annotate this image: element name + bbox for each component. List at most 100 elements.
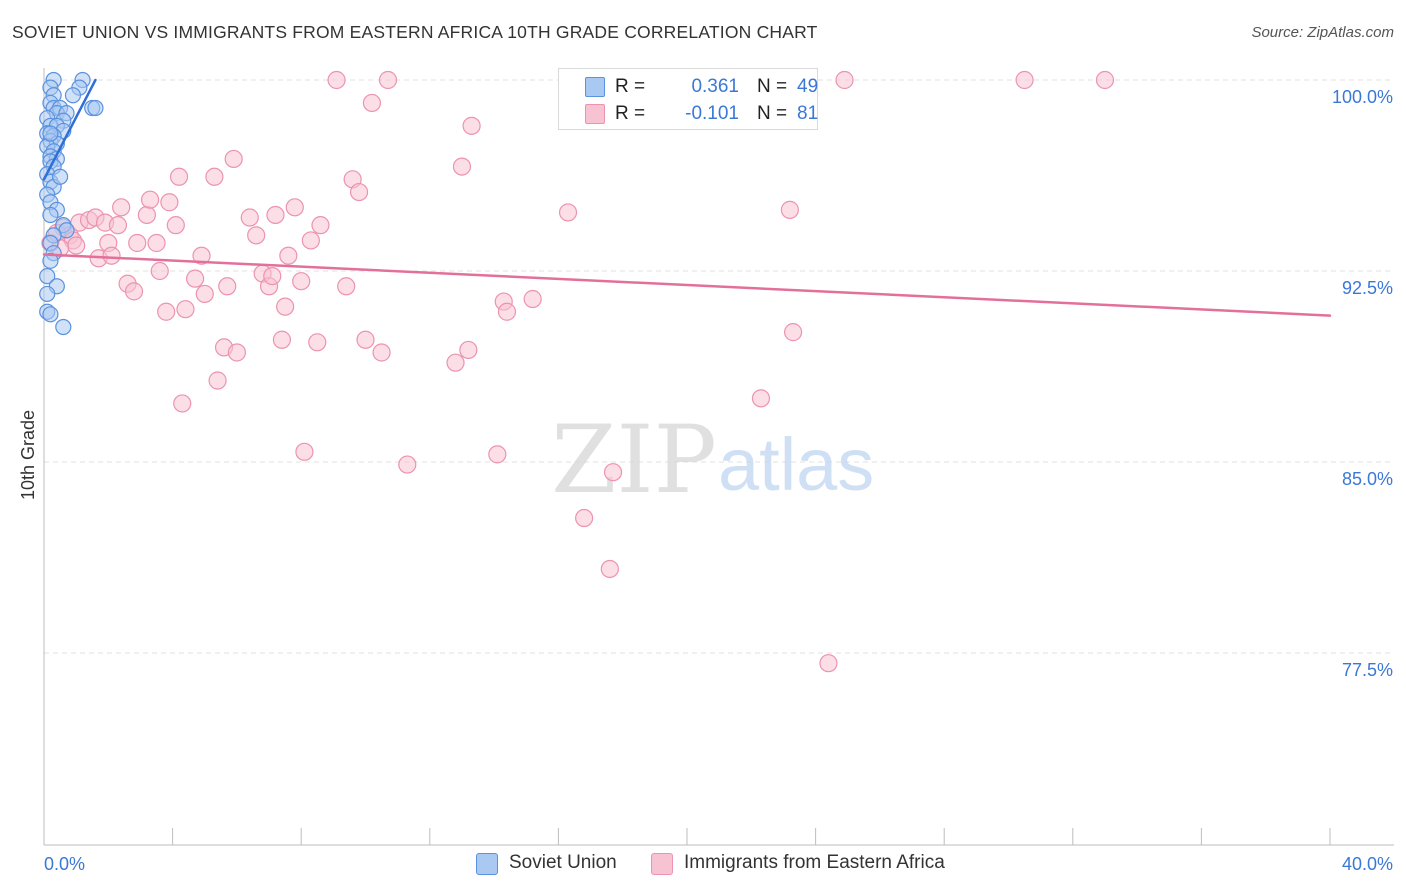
eastern-africa-point [227, 343, 246, 362]
y-tick-label: 100.0% [1332, 87, 1393, 107]
eastern-africa-point [186, 269, 205, 288]
eastern-africa-point [279, 246, 298, 265]
watermark: ZIP atlas [551, 406, 874, 515]
eastern-africa-point [124, 282, 144, 301]
eastern-africa-point [308, 333, 327, 352]
eastern-africa-point [311, 216, 330, 235]
legend-r-value: -0.101 [685, 103, 739, 124]
eastern-africa-point [1095, 70, 1115, 90]
eastern-africa-point [462, 116, 481, 135]
eastern-africa-point [452, 157, 472, 176]
eastern-africa-point [140, 190, 160, 209]
eastern-africa-point [378, 70, 398, 90]
legend-r-value: 0.361 [691, 76, 739, 97]
bottom-legend-label: Immigrants from Eastern Africa [684, 852, 945, 873]
eastern-africa-trendline [42, 253, 1332, 317]
soviet-union-point [51, 168, 69, 185]
eastern-africa-point [169, 167, 189, 186]
eastern-africa-point [349, 182, 369, 202]
eastern-africa-point [835, 70, 854, 90]
bottom-legend-swatch-blue [476, 853, 498, 875]
y-tick-label: 77.5% [1342, 660, 1393, 680]
eastern-africa-point [276, 297, 295, 316]
eastern-africa-point [362, 93, 382, 113]
source-credit[interactable]: Source: ZipAtlas.com [1251, 24, 1394, 41]
eastern-africa-point [263, 266, 282, 286]
soviet-union-point [42, 252, 59, 269]
legend-swatch-blue [585, 77, 605, 97]
eastern-africa-point [266, 205, 285, 225]
legend-n-value: 49 [797, 76, 819, 97]
eastern-africa-point [1015, 70, 1034, 90]
eastern-africa-point [783, 323, 803, 342]
x-tick-label: 0.0% [44, 854, 85, 874]
eastern-africa-point [240, 208, 259, 227]
bottom-legend-label: Soviet Union [509, 852, 617, 873]
soviet-union-point [64, 87, 82, 104]
eastern-africa-point [337, 277, 356, 296]
eastern-africa-point [195, 284, 214, 304]
eastern-africa-point [112, 198, 131, 217]
grid-layer [44, 79, 1394, 654]
eastern-africa-point [446, 353, 465, 372]
eastern-africa-point [292, 272, 311, 291]
eastern-africa-point [523, 289, 542, 309]
soviet-union-point [42, 125, 59, 142]
soviet-union-point [42, 306, 59, 323]
trend-layer [42, 78, 1332, 317]
soviet-union-point [39, 285, 56, 303]
axis-layer [43, 68, 1394, 846]
eastern-africa-point [147, 233, 166, 253]
stats-legend: R = 0.361 N = 49 R = -0.101 N = 81 [558, 68, 818, 130]
legend-r-label: R = [615, 103, 646, 124]
eastern-africa-point [224, 149, 243, 169]
eastern-africa-point [208, 371, 227, 390]
eastern-africa-point [218, 277, 237, 296]
eastern-africa-point [356, 330, 375, 349]
eastern-africa-point [459, 340, 478, 360]
legend-n-label: N = [757, 76, 788, 97]
eastern-africa-point [205, 167, 224, 186]
eastern-africa-point [176, 300, 195, 319]
eastern-africa-point [166, 216, 185, 235]
eastern-africa-point [137, 205, 156, 225]
soviet-union-point [87, 99, 104, 117]
eastern-africa-point [247, 226, 266, 245]
eastern-africa-point [173, 394, 192, 413]
eastern-africa-point [108, 216, 128, 235]
eastern-africa-point [295, 442, 314, 461]
eastern-africa-point [128, 233, 147, 253]
legend-swatch-pink [585, 104, 605, 124]
eastern-africa-point [67, 236, 86, 255]
chart-title: SOVIET UNION VS IMMIGRANTS FROM EASTERN … [12, 22, 818, 42]
eastern-africa-point [751, 389, 771, 408]
y-axis-label: 10th Grade [18, 410, 38, 500]
legend-r-label: R = [615, 76, 646, 97]
y-tick-label: 92.5% [1342, 278, 1393, 298]
x-tick-label: 40.0% [1342, 854, 1393, 874]
soviet-union-point [39, 267, 56, 285]
eastern-africa-point [102, 246, 121, 265]
y-tick-label: 85.0% [1342, 469, 1393, 489]
eastern-africa-point [398, 455, 417, 474]
eastern-africa-point [558, 203, 578, 222]
bottom-legend-swatch-pink [651, 853, 673, 875]
eastern-africa-point [327, 70, 346, 90]
watermark-zip: ZIP [551, 406, 717, 515]
eastern-africa-point [150, 261, 169, 281]
eastern-africa-point [488, 445, 507, 464]
eastern-africa-point [372, 343, 391, 362]
watermark-atlas: atlas [718, 423, 874, 506]
eastern-africa-point [497, 302, 517, 321]
eastern-africa-point [272, 330, 292, 349]
eastern-africa-point [819, 654, 838, 673]
eastern-africa-point [301, 231, 320, 250]
labels-layer: 100.0% 92.5% 85.0% 77.5% 0.0% 40.0% [44, 87, 1393, 874]
eastern-africa-point [575, 508, 594, 528]
legend-n-label: N = [757, 103, 788, 124]
eastern-africa-point [600, 559, 619, 579]
eastern-africa-point [780, 200, 799, 219]
soviet-union-point [55, 318, 72, 336]
eastern-africa-point [192, 246, 211, 265]
